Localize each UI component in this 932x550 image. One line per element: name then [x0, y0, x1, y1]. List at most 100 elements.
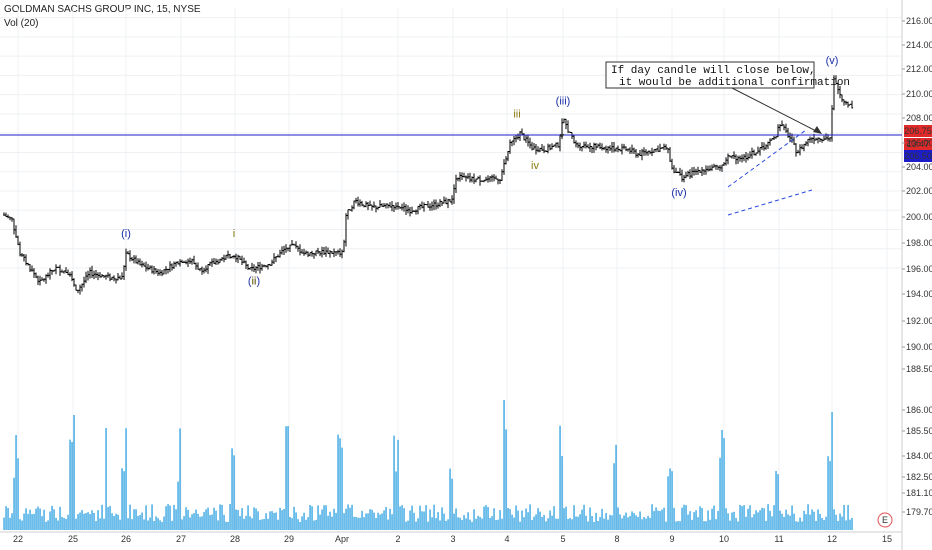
volume-bar: [179, 428, 181, 530]
wave-label: (ii): [248, 275, 260, 287]
volume-bar: [631, 511, 633, 530]
volume-bar: [193, 513, 195, 530]
volume-bar: [643, 517, 645, 530]
volume-bar: [161, 521, 163, 530]
time-tick-label: 11: [774, 534, 783, 544]
volume-bar: [9, 517, 11, 530]
volume-bar: [535, 514, 537, 530]
volume-bar: [53, 509, 55, 530]
volume-bar: [601, 508, 603, 530]
volume-bar: [227, 521, 229, 530]
volume-bar: [279, 507, 281, 530]
volume-bar: [371, 509, 373, 530]
volume-bar: [687, 514, 689, 530]
volume-bar: [407, 520, 409, 530]
volume-bar: [87, 512, 89, 530]
volume-bar: [285, 426, 287, 530]
volume-bar: [777, 474, 779, 530]
volume-bar: [841, 516, 843, 530]
price-tick-label: 179.70: [906, 507, 932, 517]
volume-bar: [17, 458, 19, 530]
volume-bar: [47, 520, 49, 530]
volume-bar: [125, 428, 127, 530]
volume-bar: [271, 511, 273, 530]
volume-bar: [569, 517, 571, 530]
time-tick-label: 25: [68, 534, 78, 544]
volume-bar: [19, 519, 21, 530]
volume-bar: [173, 504, 175, 530]
volume-bar: [513, 517, 515, 530]
last-price-badge-bg: [904, 125, 932, 137]
volume-bar: [427, 521, 429, 530]
price-tick-label: 214.00: [906, 40, 932, 50]
volume-bar: [307, 517, 309, 530]
volume-bar: [343, 513, 345, 530]
volume-bar: [497, 519, 499, 530]
volume-bar: [627, 517, 629, 530]
volume-bar: [753, 514, 755, 530]
volume-bar: [823, 519, 825, 530]
annotation-arrow: [731, 87, 821, 134]
volume-bar: [65, 519, 67, 530]
volume-bar: [785, 509, 787, 530]
volume-bar: [727, 513, 729, 530]
volume-bar: [439, 520, 441, 530]
volume-bar: [445, 520, 447, 530]
volume-bar: [217, 520, 219, 530]
volume-bar: [421, 511, 423, 530]
volume-bar: [507, 508, 509, 530]
volume-bar: [611, 515, 613, 530]
volume-bar: [543, 515, 545, 530]
time-axis: 22 25 26 27 28 29 Apr 2 3 4 5 8 9 10 11 12 15: [13, 534, 892, 544]
volume-bar: [403, 508, 405, 530]
volume-bar: [335, 512, 337, 530]
volume-bar: [809, 514, 811, 530]
price-tick-label: 198.00: [906, 238, 932, 248]
volume-bar: [617, 507, 619, 530]
volume-bar: [675, 521, 677, 530]
volume-bar: [745, 516, 747, 530]
volume-bar: [203, 512, 205, 530]
volume-bar: [419, 505, 421, 530]
volume-bar: [761, 507, 763, 530]
volume-bar: [93, 512, 95, 530]
price-tick-label: 206.00: [906, 138, 932, 148]
volume-bar: [139, 514, 141, 530]
annotation-box: [605, 61, 815, 89]
ohlc-series: [3, 75, 853, 295]
time-tick-label: 4: [504, 534, 509, 544]
volume-bar: [607, 519, 609, 530]
volume-bar: [763, 508, 765, 530]
volume-bar: [379, 514, 381, 530]
volume-bar: [787, 514, 789, 530]
volume-bar: [541, 516, 543, 530]
volume-bar: [269, 511, 271, 530]
volume-bar: [557, 518, 559, 530]
volume-bar: [389, 508, 391, 530]
volume-bar: [847, 504, 849, 530]
volume-bar: [661, 509, 663, 530]
volume-bar: [221, 504, 223, 530]
price-tick-label: 192.00: [906, 316, 932, 326]
volume-bar: [329, 511, 331, 530]
volume-bar: [167, 504, 169, 530]
volume-bar: [599, 517, 601, 530]
volume-bar: [95, 521, 97, 530]
volume-bar: [717, 510, 719, 530]
volume-bar: [105, 428, 107, 530]
wave-label: (iii): [556, 95, 571, 107]
volume-bar: [773, 505, 775, 530]
price-tick-label: 202.00: [906, 186, 932, 196]
price-axis: 216.00 214.00 212.00 210.00 208.00 206.00 204.…: [902, 16, 932, 517]
volume-bar: [839, 513, 841, 530]
volume-bar: [783, 516, 785, 530]
volume-bar: [491, 516, 493, 530]
volume-bar: [231, 448, 233, 530]
volume-bar: [153, 521, 155, 530]
volume-bar: [195, 509, 197, 530]
volume-bar: [571, 519, 573, 530]
wave-label: ii: [252, 275, 257, 287]
volume-bar: [187, 509, 189, 530]
volume-bar: [401, 505, 403, 530]
